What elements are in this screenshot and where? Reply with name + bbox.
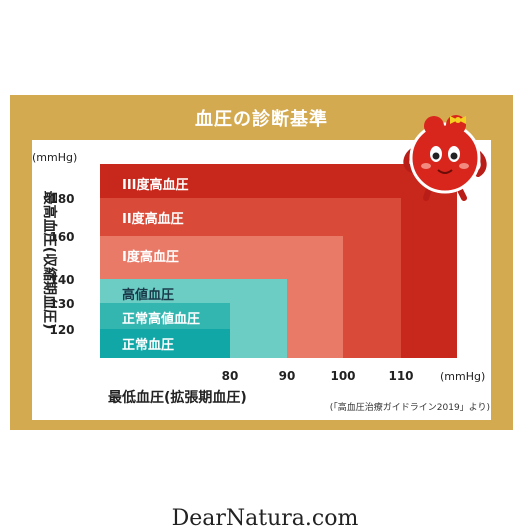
y-unit: (mmHg) xyxy=(32,151,77,164)
region-label-5: 正常高値血圧 xyxy=(122,311,200,327)
y-tick-2: 140 xyxy=(49,273,74,287)
region-label-2: II度高血圧 xyxy=(122,211,184,227)
y-tick-3: 160 xyxy=(49,230,74,244)
x-axis-label: 最低血圧(拡張期血圧) xyxy=(108,389,247,406)
mascot-illustration xyxy=(403,115,487,201)
x-tick-1: 90 xyxy=(279,369,296,383)
region-label-1: III度高血圧 xyxy=(122,177,189,193)
chart-title: 血圧の診断基準 xyxy=(195,109,328,130)
site-footer: DearNatura.com xyxy=(171,506,359,531)
x-tick-0: 80 xyxy=(222,369,239,383)
x-unit: (mmHg) xyxy=(440,370,485,383)
y-tick-1: 130 xyxy=(49,297,74,311)
region-label-3: I度高血圧 xyxy=(122,249,179,265)
source-note: (「高血圧治療ガイドライン2019」より) xyxy=(330,401,490,413)
x-tick-2: 100 xyxy=(330,369,355,383)
y-axis-label: 最高血圧(収縮期血圧) xyxy=(41,191,58,330)
y-tick-0: 120 xyxy=(49,323,74,337)
region-6 xyxy=(100,329,230,358)
x-tick-3: 110 xyxy=(388,369,413,383)
region-label-6: 正常血圧 xyxy=(122,337,174,353)
region-label-4: 高値血圧 xyxy=(122,287,174,303)
y-tick-4: 180 xyxy=(49,192,74,206)
